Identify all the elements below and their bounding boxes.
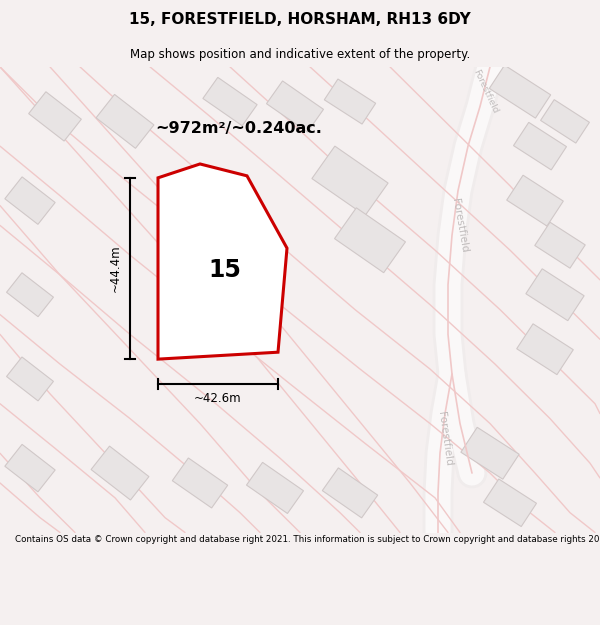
Bar [172, 458, 227, 508]
Bar [29, 92, 82, 141]
Text: ~42.6m: ~42.6m [194, 392, 242, 405]
Bar [526, 269, 584, 321]
Text: Forestfield: Forestfield [451, 198, 470, 253]
Bar [517, 324, 573, 374]
Polygon shape [158, 164, 287, 359]
Bar [322, 468, 377, 518]
Bar [7, 272, 53, 317]
Text: Contains OS data © Crown copyright and database right 2021. This information is : Contains OS data © Crown copyright and d… [15, 535, 600, 544]
Bar [514, 122, 566, 170]
Bar [490, 65, 551, 118]
Bar [335, 208, 406, 272]
Bar [247, 462, 304, 514]
Bar [312, 146, 388, 216]
Text: Forestfield: Forestfield [471, 68, 499, 115]
Bar [5, 177, 55, 224]
Bar [203, 78, 257, 126]
Bar [461, 428, 519, 479]
Bar [507, 175, 563, 226]
Bar [266, 81, 323, 132]
Text: Forestfield: Forestfield [436, 411, 454, 466]
Text: 15, FORESTFIELD, HORSHAM, RH13 6DY: 15, FORESTFIELD, HORSHAM, RH13 6DY [129, 12, 471, 27]
Bar [535, 222, 585, 268]
Bar [541, 99, 589, 143]
Bar [96, 94, 154, 148]
Text: ~44.4m: ~44.4m [109, 244, 122, 292]
Bar [91, 446, 149, 500]
Text: 15: 15 [209, 258, 241, 282]
Bar [7, 357, 53, 401]
Bar [325, 79, 376, 124]
Text: ~972m²/~0.240ac.: ~972m²/~0.240ac. [155, 121, 322, 136]
Text: Map shows position and indicative extent of the property.: Map shows position and indicative extent… [130, 48, 470, 61]
Bar [484, 479, 536, 526]
Bar [5, 444, 55, 492]
